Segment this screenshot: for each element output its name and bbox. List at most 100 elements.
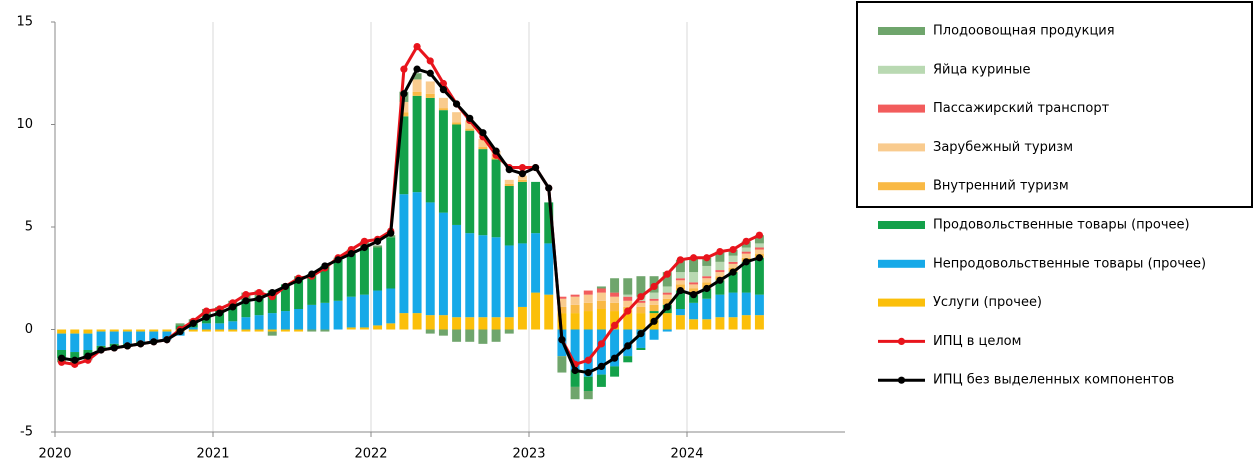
bar — [136, 329, 146, 332]
bar — [386, 323, 396, 330]
bar — [728, 272, 738, 293]
bar — [280, 284, 290, 312]
bar — [241, 317, 251, 330]
bar — [675, 315, 685, 330]
bar — [741, 247, 751, 252]
bar — [689, 272, 699, 283]
line-marker — [426, 57, 434, 65]
bar — [596, 288, 606, 293]
bar — [689, 257, 699, 273]
legend-swatch-marker — [897, 337, 906, 345]
line-marker — [505, 166, 513, 174]
line-marker — [689, 291, 698, 299]
bar — [754, 249, 764, 254]
bar — [596, 292, 606, 301]
bar — [438, 315, 448, 330]
bar — [228, 329, 238, 332]
bar — [399, 116, 409, 195]
bar — [478, 149, 488, 236]
y-tick-label: -5 — [20, 425, 33, 440]
bar — [412, 79, 422, 92]
line-marker — [426, 69, 434, 77]
bar — [689, 294, 699, 303]
bar — [57, 350, 67, 359]
line-marker — [716, 276, 724, 284]
bar — [715, 251, 725, 262]
bar — [623, 300, 633, 307]
line-marker — [755, 231, 764, 239]
bar — [702, 288, 712, 299]
bar — [346, 253, 356, 297]
y-tick-label: 15 — [16, 15, 33, 30]
line-marker — [545, 184, 553, 192]
bar — [636, 276, 646, 297]
bar — [557, 298, 567, 307]
bar — [267, 331, 277, 336]
line-marker — [689, 254, 698, 262]
bar — [649, 298, 659, 301]
bar — [412, 91, 422, 96]
line-marker — [518, 163, 527, 172]
line-marker — [202, 307, 211, 315]
line-marker — [597, 362, 606, 370]
line-marker — [163, 336, 171, 344]
legend-swatch — [878, 65, 925, 74]
legend-label: Непродовольственные товары (прочее) — [933, 256, 1206, 271]
bar — [399, 313, 409, 330]
bar — [636, 313, 646, 330]
bar — [425, 81, 435, 94]
bar — [346, 296, 356, 328]
bar — [373, 247, 383, 291]
bar — [373, 325, 383, 330]
bar — [649, 292, 659, 299]
bar — [70, 329, 80, 334]
bar — [346, 327, 356, 330]
bar — [649, 304, 659, 312]
bar — [557, 356, 567, 373]
bar — [662, 294, 672, 299]
line-marker — [518, 170, 527, 178]
bar — [570, 296, 580, 305]
legend-label: Внутренний туризм — [933, 179, 1069, 194]
bar — [162, 331, 172, 340]
line-marker — [189, 319, 197, 327]
bar — [188, 327, 198, 330]
line-marker — [584, 368, 592, 377]
line-marker — [136, 340, 145, 348]
bar — [741, 251, 751, 254]
bar — [754, 243, 764, 248]
bar — [438, 329, 448, 336]
bar — [557, 313, 567, 330]
bar — [583, 294, 593, 303]
bar — [623, 313, 633, 330]
bar — [702, 276, 712, 279]
line-marker — [479, 129, 487, 137]
bar — [728, 292, 738, 318]
legend-swatch — [878, 182, 925, 191]
line-marker — [637, 330, 645, 338]
bar — [254, 315, 264, 330]
bar — [689, 319, 699, 330]
legend-frame — [856, 1, 1253, 208]
bar — [438, 97, 448, 109]
bar — [741, 315, 751, 330]
line-marker — [676, 256, 685, 264]
bar — [728, 263, 738, 268]
line-marker — [400, 90, 408, 98]
bar — [438, 108, 448, 111]
bar — [504, 186, 514, 246]
bar — [425, 93, 435, 98]
line-marker — [215, 309, 224, 317]
bar — [412, 192, 422, 314]
bar — [662, 313, 672, 330]
x-tick-label: 2023 — [512, 447, 545, 462]
line-marker — [360, 237, 369, 245]
bar — [280, 329, 290, 332]
bar — [386, 288, 396, 324]
bar — [610, 302, 620, 312]
line-marker — [650, 317, 658, 325]
bar — [96, 331, 106, 346]
line-marker — [334, 256, 342, 264]
line-marker — [202, 313, 211, 321]
